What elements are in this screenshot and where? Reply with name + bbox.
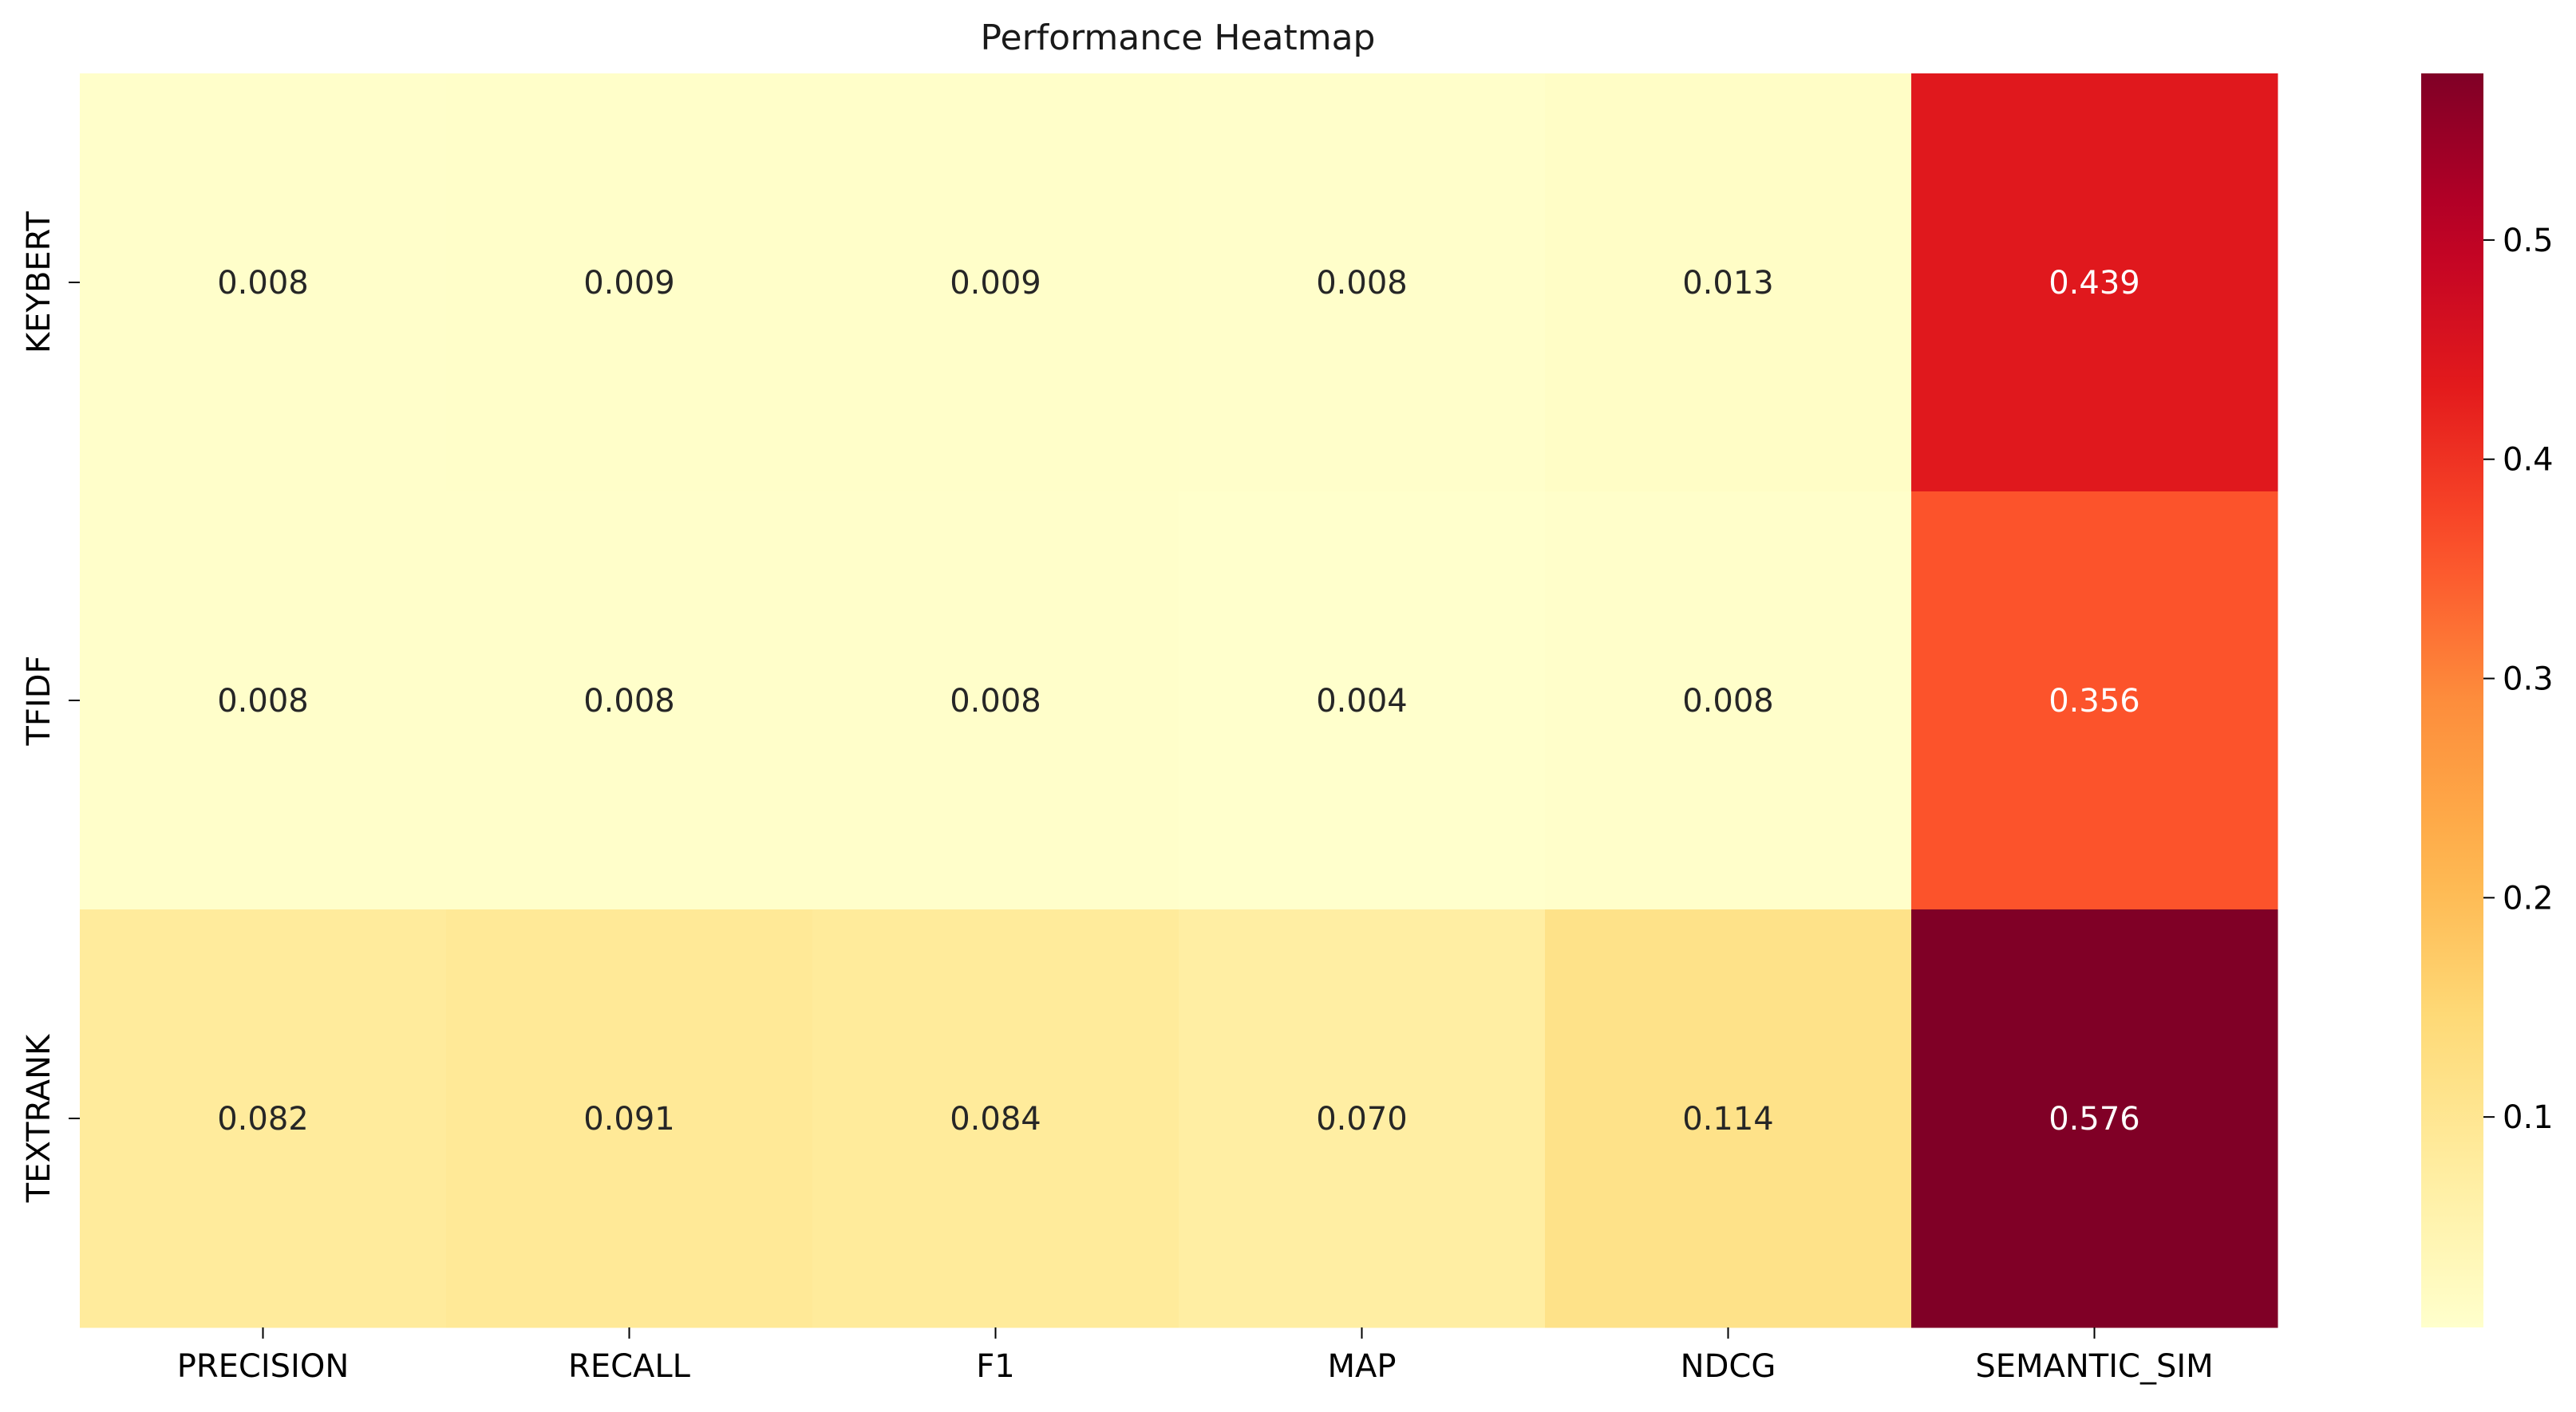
cell-value-label: 0.008 <box>950 683 1041 720</box>
cell-value-label: 0.356 <box>2049 683 2140 720</box>
x-tick-label-semantic_sim: SEMANTIC_SIM <box>1975 1348 2213 1385</box>
cell-value-label: 0.114 <box>1682 1101 1774 1138</box>
cell-value-label: 0.008 <box>1682 683 1774 720</box>
colorbar-tick-label: 0.4 <box>2503 442 2554 479</box>
colorbar-tick-label: 0.2 <box>2503 880 2554 917</box>
colorbar-gradient <box>2421 73 2483 1327</box>
y-tick-label-textrank: TEXTRANK <box>21 1033 57 1203</box>
heatmap-cell-textrank-ndcg <box>1545 909 1912 1328</box>
cell-value-label: 0.008 <box>1316 265 1408 302</box>
heatmap-cell-tfidf-precision <box>80 491 447 910</box>
heatmap-cell-textrank-f1 <box>812 909 1179 1328</box>
heatmap-cell-keybert-f1 <box>812 73 1179 492</box>
heatmap-cell-keybert-precision <box>80 73 447 492</box>
heatmap-cell-textrank-precision <box>80 909 447 1328</box>
chart-title: Performance Heatmap <box>981 18 1376 58</box>
cell-value-label: 0.082 <box>217 1101 309 1138</box>
cell-value-label: 0.004 <box>1316 683 1408 720</box>
cell-value-label: 0.008 <box>583 683 675 720</box>
heatmap-cell-tfidf-f1 <box>812 491 1179 910</box>
heatmap-cell-tfidf-recall <box>446 491 813 910</box>
heatmap-cell-textrank-map <box>1179 909 1546 1328</box>
cell-value-label: 0.576 <box>2049 1101 2140 1138</box>
heatmap-cell-textrank-semantic_sim <box>1911 909 2278 1328</box>
colorbar-tick-label: 0.3 <box>2503 661 2554 698</box>
cell-value-labels: 0.008 0.009 0.009 0.008 0.013 0.439 0.008 0.008… <box>217 265 2140 1138</box>
x-axis: PRECISION RECALL F1 MAP NDCG SEMANTIC_SIM <box>177 1327 2214 1385</box>
x-tick-label-precision: PRECISION <box>177 1348 350 1385</box>
heatmap-cell-keybert-semantic_sim <box>1911 73 2278 492</box>
heatmap-cell-keybert-ndcg <box>1545 73 1912 492</box>
x-tick-label-map: MAP <box>1328 1348 1397 1385</box>
x-tick-label-ndcg: NDCG <box>1681 1348 1776 1385</box>
y-tick-label-keybert: KEYBERT <box>21 211 57 353</box>
cell-value-label: 0.084 <box>950 1101 1041 1138</box>
cell-value-label: 0.013 <box>1682 265 1774 302</box>
colorbar-tick-label: 0.5 <box>2503 223 2554 259</box>
cell-value-label: 0.008 <box>217 683 309 720</box>
heatmap-cell-tfidf-semantic_sim <box>1911 491 2278 910</box>
y-tick-label-tfidf: TFIDF <box>21 655 57 746</box>
heatmap-cell-textrank-recall <box>446 909 813 1328</box>
cell-value-label: 0.008 <box>217 265 309 302</box>
y-axis: KEYBERT TFIDF TEXTRANK <box>21 211 80 1203</box>
colorbar: 0.1 0.2 0.3 0.4 0.5 <box>2421 73 2554 1327</box>
cell-value-label: 0.091 <box>583 1101 675 1138</box>
heatmap-cell-keybert-map <box>1179 73 1546 492</box>
cell-value-label: 0.009 <box>950 265 1041 302</box>
heatmap-cells <box>80 73 2278 1328</box>
x-tick-label-f1: F1 <box>976 1348 1014 1385</box>
cell-value-label: 0.439 <box>2049 265 2140 302</box>
x-tick-label-recall: RECALL <box>568 1348 691 1385</box>
heatmap-cell-tfidf-ndcg <box>1545 491 1912 910</box>
cell-value-label: 0.070 <box>1316 1101 1408 1138</box>
colorbar-tick-label: 0.1 <box>2503 1099 2554 1136</box>
cell-value-label: 0.009 <box>583 265 675 302</box>
heatmap-cell-keybert-recall <box>446 73 813 492</box>
heatmap-cell-tfidf-map <box>1179 491 1546 910</box>
